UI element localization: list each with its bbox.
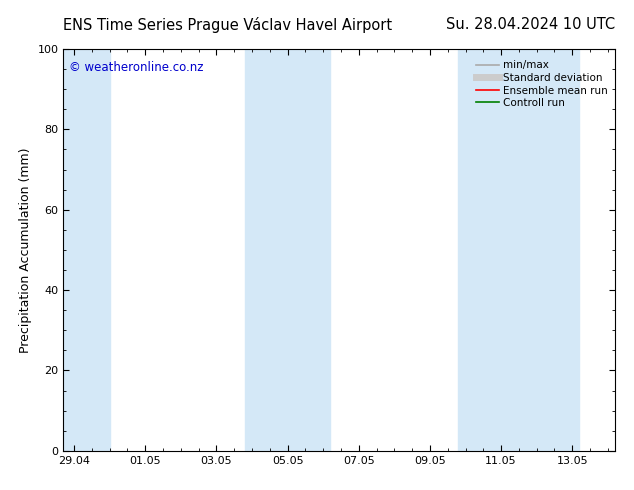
Text: Su. 28.04.2024 10 UTC: Su. 28.04.2024 10 UTC: [446, 17, 615, 32]
Y-axis label: Precipitation Accumulation (mm): Precipitation Accumulation (mm): [19, 147, 32, 353]
Bar: [63, 49, 110, 451]
Bar: [458, 49, 579, 451]
Text: © weatheronline.co.nz: © weatheronline.co.nz: [69, 61, 204, 74]
Legend: min/max, Standard deviation, Ensemble mean run, Controll run: min/max, Standard deviation, Ensemble me…: [474, 58, 610, 110]
Text: ENS Time Series Prague Václav Havel Airport: ENS Time Series Prague Václav Havel Airp…: [63, 17, 392, 33]
Bar: [245, 49, 330, 451]
